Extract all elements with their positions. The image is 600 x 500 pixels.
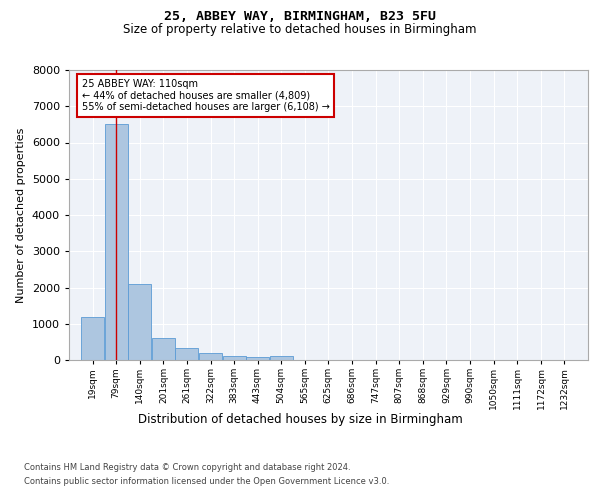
Text: Distribution of detached houses by size in Birmingham: Distribution of detached houses by size …: [137, 412, 463, 426]
Text: Size of property relative to detached houses in Birmingham: Size of property relative to detached ho…: [123, 22, 477, 36]
Bar: [270, 356, 293, 360]
Bar: [175, 348, 198, 360]
Y-axis label: Number of detached properties: Number of detached properties: [16, 128, 26, 302]
Bar: [199, 354, 222, 360]
Text: Contains public sector information licensed under the Open Government Licence v3: Contains public sector information licen…: [24, 478, 389, 486]
Text: Contains HM Land Registry data © Crown copyright and database right 2024.: Contains HM Land Registry data © Crown c…: [24, 462, 350, 471]
Bar: [246, 356, 269, 360]
Text: 25, ABBEY WAY, BIRMINGHAM, B23 5FU: 25, ABBEY WAY, BIRMINGHAM, B23 5FU: [164, 10, 436, 23]
Bar: [223, 356, 246, 360]
Bar: [128, 284, 151, 360]
Bar: [81, 316, 104, 360]
Text: 25 ABBEY WAY: 110sqm
← 44% of detached houses are smaller (4,809)
55% of semi-de: 25 ABBEY WAY: 110sqm ← 44% of detached h…: [82, 79, 329, 112]
Bar: [152, 338, 175, 360]
Bar: [104, 124, 128, 360]
